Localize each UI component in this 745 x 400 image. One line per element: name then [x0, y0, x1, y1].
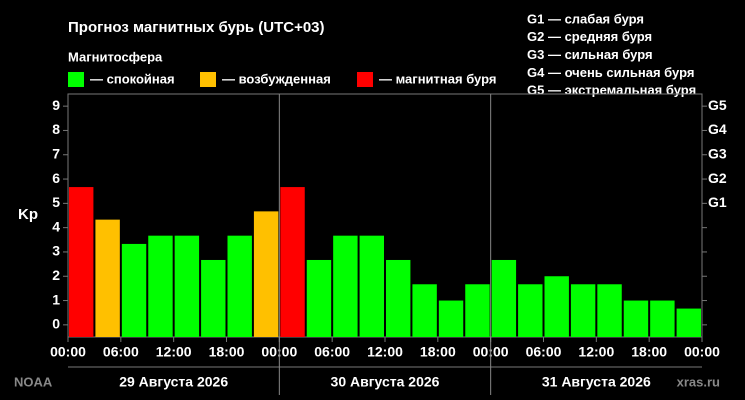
y-tick-label: 4 [52, 218, 60, 234]
bar [386, 259, 411, 337]
y-tick-label: 5 [52, 194, 60, 210]
legend-swatch [200, 72, 216, 87]
legend-swatch [68, 72, 84, 87]
bar [359, 235, 384, 337]
chart-title: Прогноз магнитных бурь (UTC+03) [68, 19, 325, 36]
source: NOAA [14, 374, 53, 389]
chart-subtitle: Магнитосфера [68, 49, 163, 64]
bar [676, 308, 701, 337]
bar [544, 276, 569, 337]
bar [306, 259, 332, 337]
x-tick-label: 12:00 [578, 344, 614, 360]
storm-note: G5 — экстремальная буря [527, 83, 696, 98]
x-tick-label: 12:00 [156, 344, 192, 360]
y-tick-label: 0 [52, 316, 60, 332]
x-tick-label: 06:00 [103, 344, 139, 360]
bar [570, 284, 596, 337]
bar [280, 187, 305, 337]
bar [438, 300, 464, 337]
legend-label: — магнитная буря [379, 71, 496, 86]
bar [227, 235, 252, 337]
x-tick-label: 12:00 [367, 344, 403, 360]
bar [253, 211, 279, 337]
y2-tick-label: G5 [708, 97, 727, 113]
bar [491, 259, 517, 337]
site: xras.ru [677, 374, 720, 389]
bar [597, 284, 622, 337]
x-tick-label: 00:00 [50, 344, 86, 360]
y-tick-label: 1 [52, 291, 60, 307]
bar [650, 300, 675, 337]
y-tick-label: 2 [52, 267, 60, 283]
y2-tick-label: G4 [708, 121, 727, 137]
x-tick-label: 00:00 [684, 344, 720, 360]
bar [412, 284, 437, 337]
bar [465, 284, 490, 337]
bar [69, 187, 94, 337]
bar [148, 235, 173, 337]
legend-label: — спокойная [90, 71, 175, 86]
y-tick-label: 6 [52, 170, 60, 186]
bar [518, 284, 543, 337]
bar [333, 235, 358, 337]
y-axis-label: Kp [18, 206, 38, 223]
y2-tick-label: G1 [708, 194, 727, 210]
x-tick-label: 18:00 [631, 344, 667, 360]
storm-note: G2 — средняя буря [527, 29, 652, 44]
bar [95, 219, 120, 337]
bar [121, 243, 147, 337]
y-tick-label: 9 [52, 97, 60, 113]
y2-tick-label: G2 [708, 170, 727, 186]
x-tick-label: 06:00 [314, 344, 350, 360]
date-label: 31 Августа 2026 [542, 374, 651, 390]
legend-label: — возбужденная [222, 71, 331, 86]
y2-tick-label: G3 [708, 145, 727, 161]
storm-note: G1 — слабая буря [527, 11, 644, 26]
date-label: 30 Августа 2026 [331, 374, 440, 390]
x-tick-label: 18:00 [209, 344, 245, 360]
x-tick-label: 18:00 [420, 344, 456, 360]
storm-note: G3 — сильная буря [527, 47, 653, 62]
legend-swatch [357, 72, 373, 87]
y-tick-label: 3 [52, 243, 60, 259]
y-tick-label: 7 [52, 145, 60, 161]
bar [174, 235, 200, 337]
storm-note: G4 — очень сильная буря [527, 65, 694, 80]
bar [623, 300, 649, 337]
x-tick-label: 06:00 [526, 344, 562, 360]
date-label: 29 Августа 2026 [119, 374, 228, 390]
bar [201, 259, 226, 337]
y-tick-label: 8 [52, 121, 60, 137]
